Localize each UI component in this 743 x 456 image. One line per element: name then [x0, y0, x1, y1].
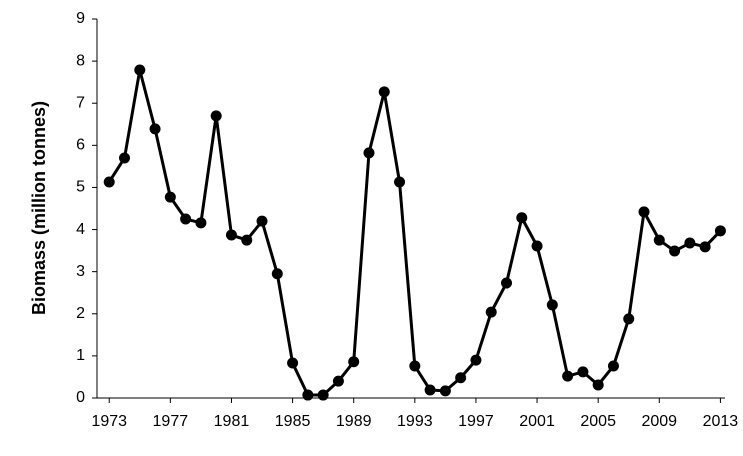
y-tick-label: 2 — [76, 305, 85, 322]
data-point — [287, 357, 299, 369]
data-point — [256, 215, 268, 227]
data-point — [348, 356, 360, 368]
data-point — [363, 147, 375, 159]
x-tick-label: 1981 — [214, 413, 250, 430]
y-tick-label: 0 — [76, 389, 85, 406]
data-point — [516, 212, 528, 224]
y-axis-label: Biomass (million tonnes) — [29, 101, 49, 315]
data-point — [378, 86, 390, 98]
data-point — [607, 360, 619, 372]
y-tick-label: 1 — [76, 347, 85, 364]
data-point — [271, 268, 283, 280]
data-point — [119, 152, 131, 164]
data-point — [225, 229, 237, 241]
data-point — [149, 123, 161, 135]
y-tick-label: 8 — [76, 52, 85, 69]
data-point — [195, 217, 207, 229]
x-tick-label: 2009 — [641, 413, 677, 430]
data-point — [332, 375, 344, 387]
data-point — [623, 313, 635, 325]
data-point — [531, 240, 543, 252]
x-tick-label: 1993 — [397, 413, 433, 430]
data-point — [485, 306, 497, 318]
data-point — [409, 360, 421, 372]
data-point — [103, 176, 115, 188]
data-point — [638, 206, 650, 218]
y-tick-label: 3 — [76, 263, 85, 280]
x-tick-label: 2005 — [580, 413, 616, 430]
data-point — [592, 379, 604, 391]
y-tick-label: 9 — [76, 10, 85, 27]
data-point — [714, 225, 726, 237]
x-tick-label: 1997 — [458, 413, 494, 430]
y-tick-label: 7 — [76, 94, 85, 111]
data-point — [500, 277, 512, 289]
data-point — [669, 245, 681, 257]
y-tick-label: 4 — [76, 221, 85, 238]
data-point — [546, 299, 558, 311]
data-point — [164, 191, 176, 203]
data-point — [699, 241, 711, 253]
data-point — [302, 389, 314, 401]
y-tick-label: 6 — [76, 137, 85, 154]
y-tick-label: 5 — [76, 179, 85, 196]
data-point — [470, 354, 482, 366]
x-tick-label: 2013 — [703, 413, 739, 430]
data-point — [394, 176, 406, 188]
data-point — [241, 234, 253, 246]
data-point — [180, 213, 192, 225]
data-point — [684, 237, 696, 249]
data-point — [577, 366, 589, 378]
x-tick-label: 1989 — [336, 413, 372, 430]
data-point — [134, 64, 146, 76]
x-tick-label: 1985 — [275, 413, 311, 430]
x-tick-label: 2001 — [519, 413, 555, 430]
series-line — [107, 68, 722, 397]
data-point — [317, 389, 329, 401]
x-tick-label: 1977 — [153, 413, 189, 430]
data-point — [439, 385, 451, 397]
data-point — [424, 384, 436, 396]
data-point — [562, 370, 574, 382]
x-tick-label: 1973 — [91, 413, 127, 430]
data-point — [653, 234, 665, 246]
data-point — [210, 110, 222, 122]
data-point — [455, 372, 467, 384]
